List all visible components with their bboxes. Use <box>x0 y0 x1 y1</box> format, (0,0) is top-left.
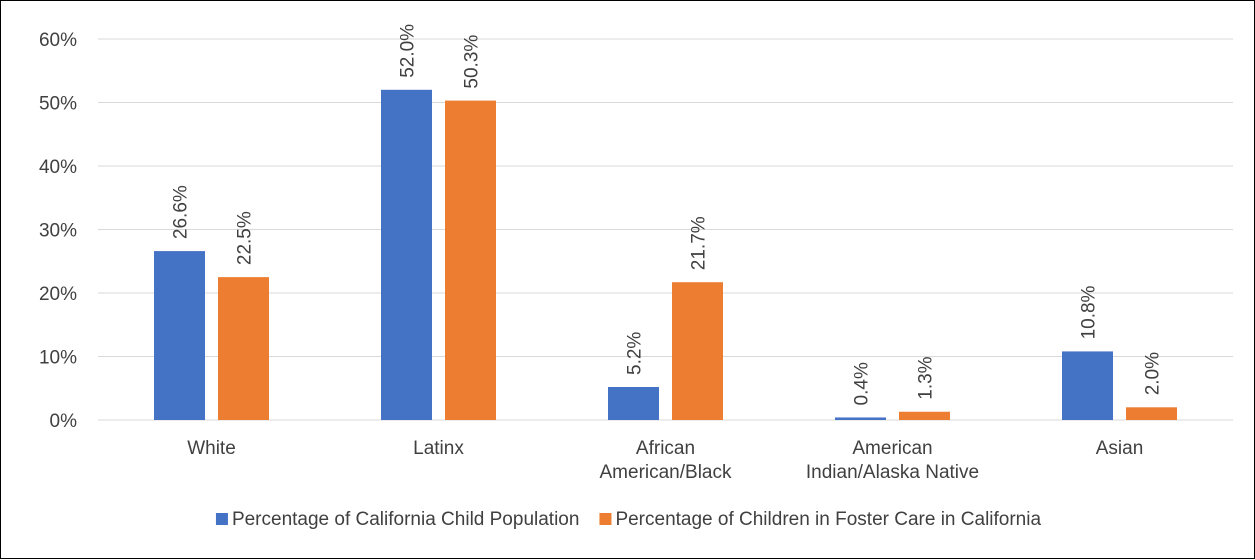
data-labels: 26.6% 22.5% 52.0% 50.3% 5.2% 21.7% 0.4% 1.3% 10.… <box>171 24 1164 406</box>
data-label: 2.0% <box>1143 352 1164 395</box>
bar <box>381 90 432 420</box>
bar <box>1126 407 1177 420</box>
y-tick-label: 60% <box>39 30 77 51</box>
x-category-label: Asian <box>1096 438 1144 459</box>
data-label: 10.8% <box>1079 285 1100 339</box>
legend-swatch <box>599 513 611 525</box>
data-label: 1.3% <box>916 356 937 399</box>
data-label: 21.7% <box>689 216 710 270</box>
x-axis-categories: White Latinx African American/Black American… <box>187 438 1143 483</box>
x-category-label: White <box>187 438 236 459</box>
y-tick-label: 50% <box>39 94 77 115</box>
data-label: 5.2% <box>625 332 646 375</box>
legend-label: Percentage of California Child Populatio… <box>232 509 580 530</box>
legend-swatch <box>216 513 228 525</box>
x-category-label: African American/Black <box>600 438 732 483</box>
bar <box>672 282 723 420</box>
bar <box>835 417 886 420</box>
bar <box>218 277 269 420</box>
y-tick-label: 10% <box>39 348 77 369</box>
bar <box>154 251 205 420</box>
bar <box>608 387 659 420</box>
y-tick-label: 40% <box>39 157 77 178</box>
x-category-label: Latinx <box>413 438 464 459</box>
y-tick-label: 0% <box>50 411 78 432</box>
legend: Percentage of California Child Populatio… <box>216 509 1042 530</box>
legend-item: Percentage of California Child Populatio… <box>216 509 580 530</box>
bar <box>899 412 950 420</box>
bar <box>445 101 496 420</box>
data-label: 22.5% <box>235 211 256 265</box>
legend-label: Percentage of Children in Foster Care in… <box>615 509 1041 530</box>
legend-item: Percentage of Children in Foster Care in… <box>599 509 1041 530</box>
bar <box>1062 351 1113 420</box>
data-label: 26.6% <box>171 185 192 239</box>
data-label: 50.3% <box>462 35 483 89</box>
y-axis-ticks: 0% 10% 20% 30% 40% 50% 60% <box>39 30 77 432</box>
y-tick-label: 30% <box>39 221 77 242</box>
x-category-label: American Indian/Alaska Native <box>806 438 979 483</box>
data-label: 0.4% <box>852 362 873 405</box>
data-label: 52.0% <box>398 24 419 78</box>
bars <box>154 90 1177 420</box>
y-tick-label: 20% <box>39 284 77 305</box>
